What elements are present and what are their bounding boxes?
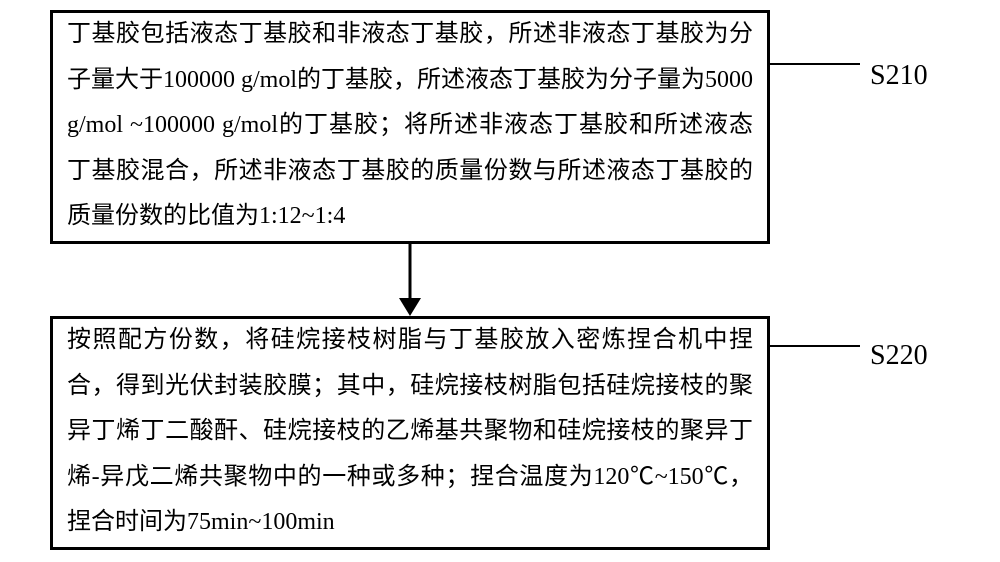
flowchart-canvas: 丁基胶包括液态丁基胶和非液态丁基胶，所述非液态丁基胶为分子量大于100000 g… <box>0 0 1000 562</box>
step-label-s210: S210 <box>870 60 928 92</box>
flowchart-node-s220-text: 按照配方份数，将硅烷接枝树脂与丁基胶放入密炼捏合机中捏合，得到光伏封装胶膜；其中… <box>67 318 753 546</box>
flowchart-node-s220: 按照配方份数，将硅烷接枝树脂与丁基胶放入密炼捏合机中捏合，得到光伏封装胶膜；其中… <box>50 316 770 550</box>
leader-line-s220 <box>770 345 860 347</box>
flowchart-node-s210-text: 丁基胶包括液态丁基胶和非液态丁基胶，所述非液态丁基胶为分子量大于100000 g… <box>67 12 753 240</box>
leader-line-s210 <box>770 63 860 65</box>
flowchart-edge-arrow <box>385 244 435 318</box>
flowchart-node-s210: 丁基胶包括液态丁基胶和非液态丁基胶，所述非液态丁基胶为分子量大于100000 g… <box>50 10 770 244</box>
step-label-s220: S220 <box>870 340 928 372</box>
